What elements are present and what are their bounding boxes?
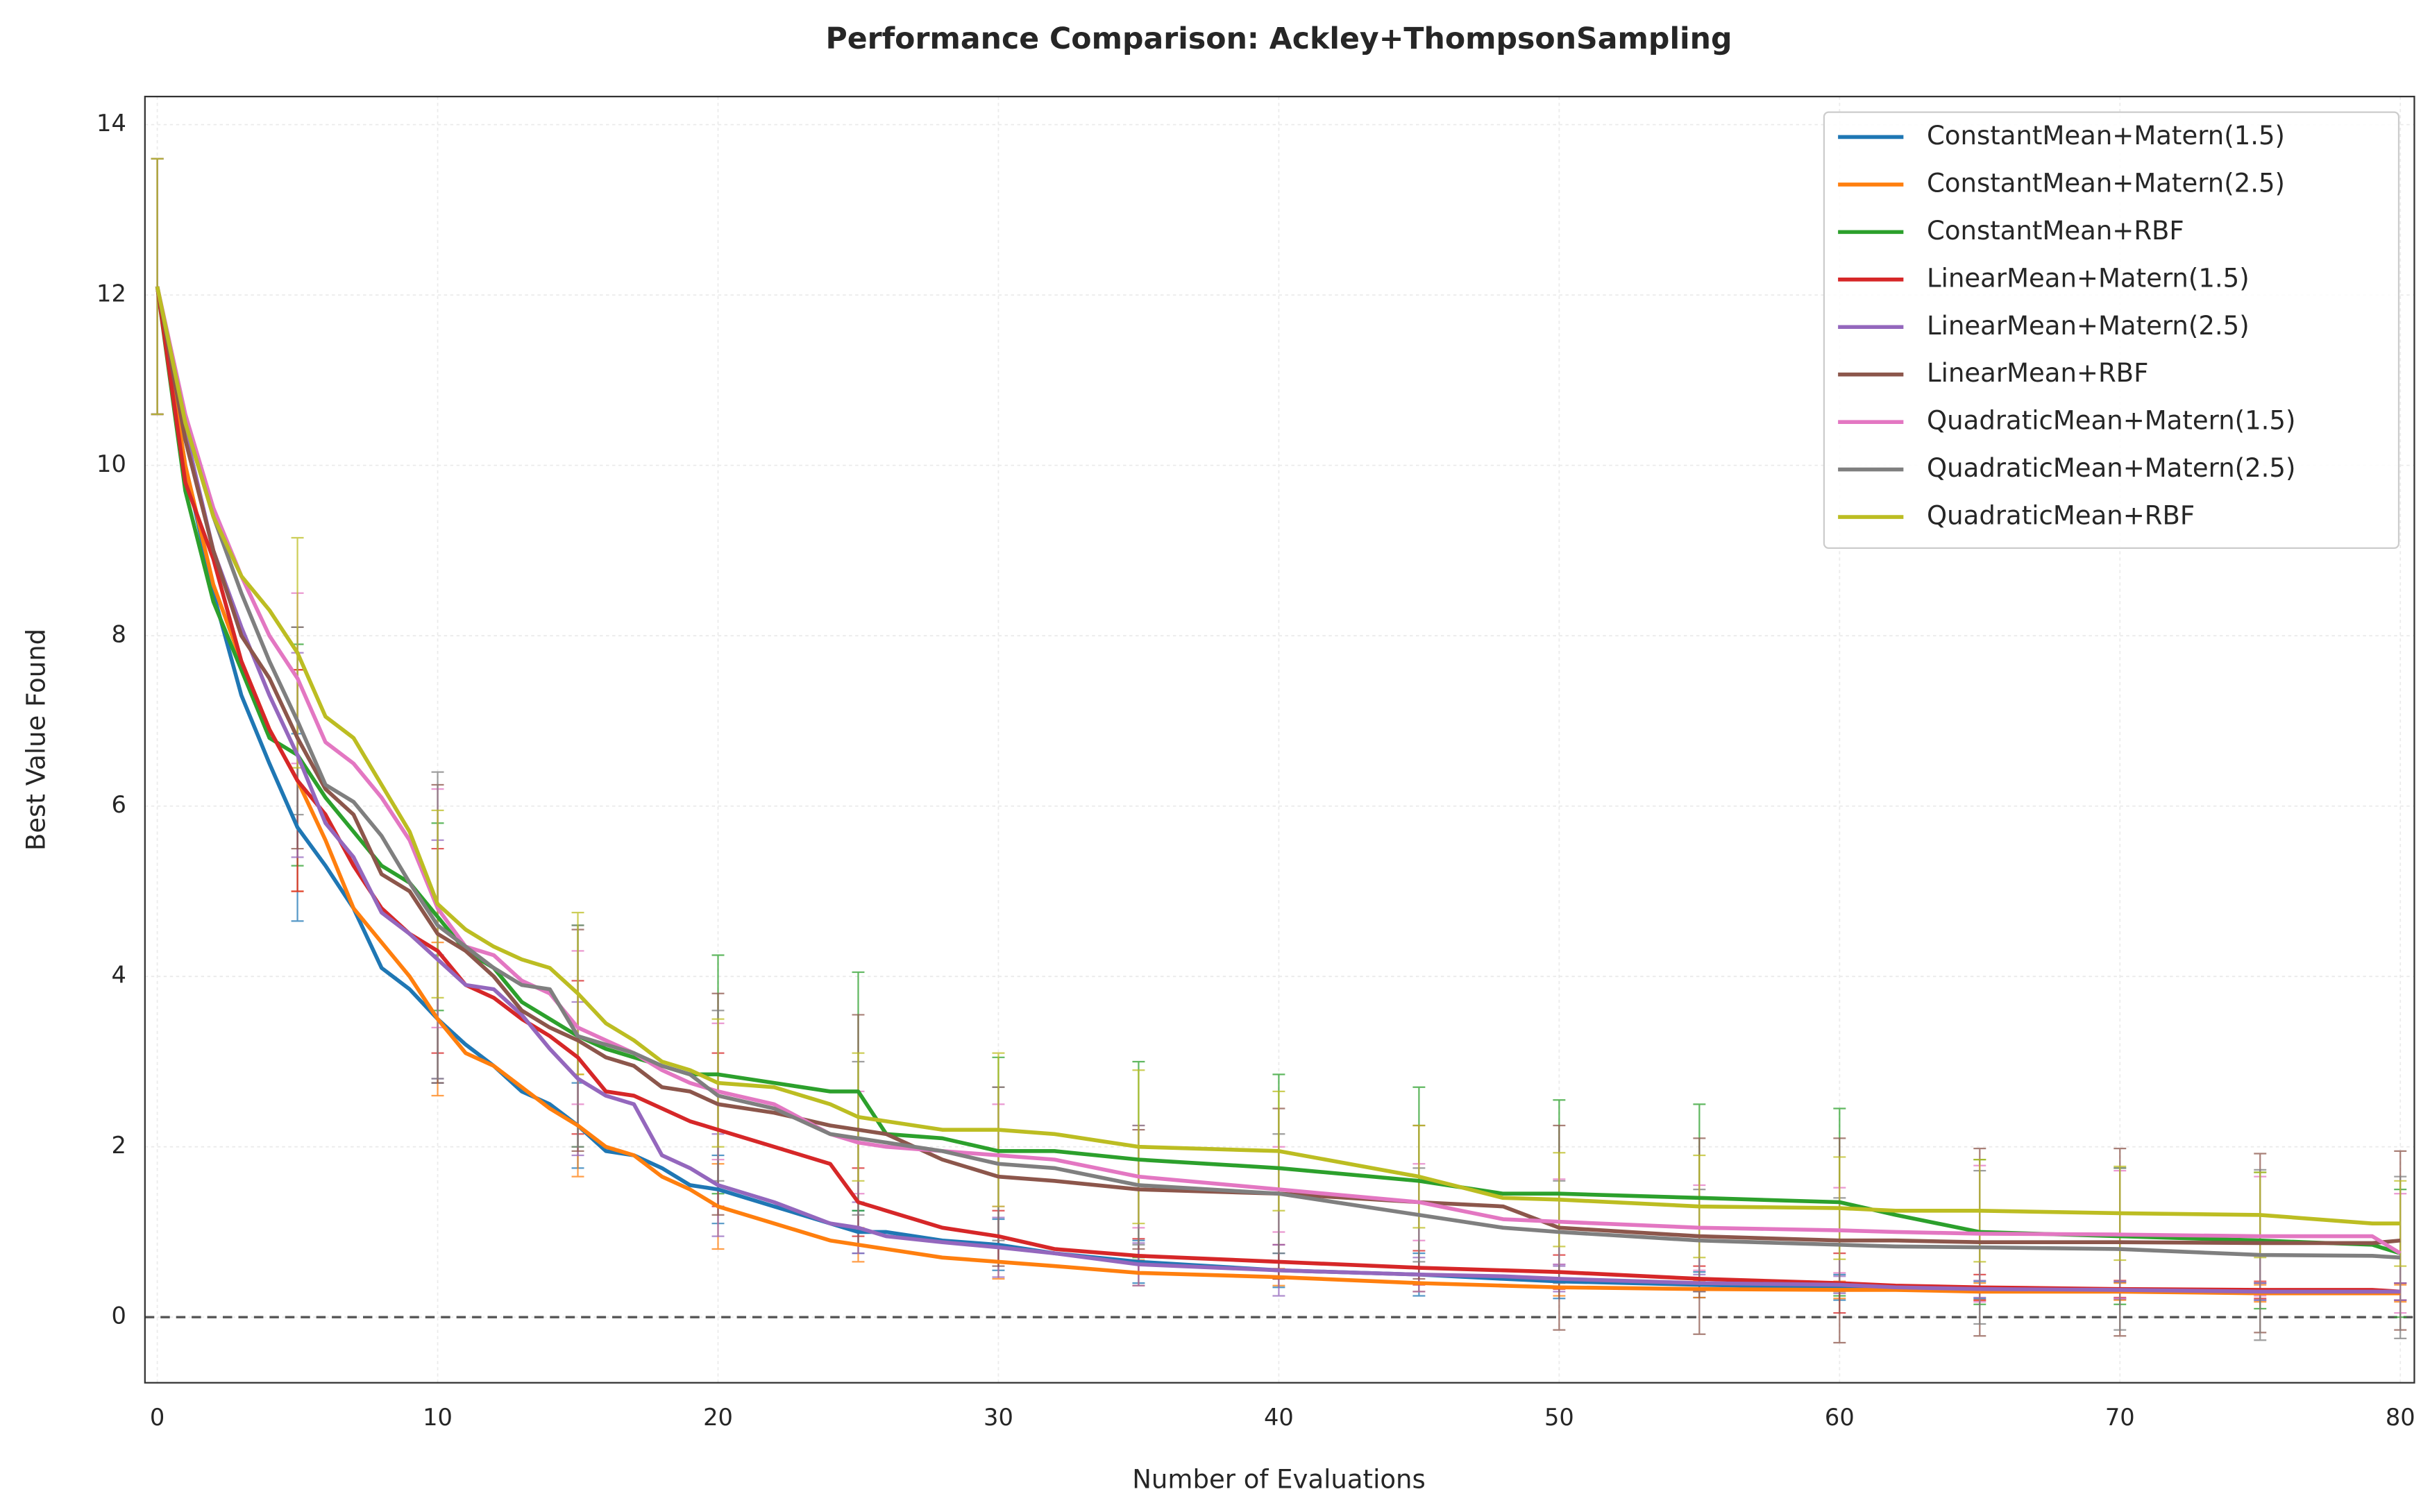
legend-label: QuadraticMean+Matern(1.5) [1927,406,2295,436]
series-line [155,286,2401,1246]
chart-title: Performance Comparison: Ackley+ThompsonS… [825,22,1732,56]
series-line [155,286,2401,1225]
x-tick-label: 10 [423,1404,453,1431]
series-line [155,286,2401,1294]
series-line [155,286,2402,1255]
x-tick-label: 30 [984,1404,1013,1431]
legend-label: ConstantMean+Matern(1.5) [1927,121,2285,151]
series-line [155,286,2402,1255]
legend-label: ConstantMean+RBF [1927,216,2184,246]
x-tick-label: 80 [2386,1404,2415,1431]
x-tick-label: 60 [1825,1404,1855,1431]
y-tick-label: 6 [111,791,126,818]
legend-label: LinearMean+Matern(2.5) [1927,311,2250,341]
y-tick-label: 8 [111,621,126,648]
legend-label: QuadraticMean+RBF [1927,501,2195,531]
y-tick-label: 2 [111,1132,126,1159]
y-tick-label: 0 [111,1302,126,1330]
legend-label: LinearMean+Matern(1.5) [1927,263,2250,293]
legend-box [1823,111,2400,550]
legend-label: ConstantMean+Matern(2.5) [1927,168,2285,198]
error-bar [151,158,164,416]
y-tick-label: 14 [96,110,126,137]
x-tick-label: 20 [703,1404,733,1431]
series-line [155,286,2401,1296]
x-tick-label: 50 [1544,1404,1574,1431]
y-tick-label: 12 [96,280,126,307]
plot-frame [144,96,2415,1384]
x-tick-label: 0 [150,1404,164,1431]
legend-label: QuadraticMean+Matern(2.5) [1927,453,2295,483]
x-tick-label: 40 [1264,1404,1294,1431]
y-axis-label: Best Value Found [21,629,51,851]
x-axis-label: Number of Evaluations [1132,1465,1426,1495]
x-tick-label: 70 [2105,1404,2135,1431]
y-tick-label: 4 [111,962,126,989]
series-line [155,286,2401,1260]
series-line [155,286,2401,1294]
legend-label: LinearMean+RBF [1927,358,2148,388]
y-tick-label: 10 [96,450,126,477]
